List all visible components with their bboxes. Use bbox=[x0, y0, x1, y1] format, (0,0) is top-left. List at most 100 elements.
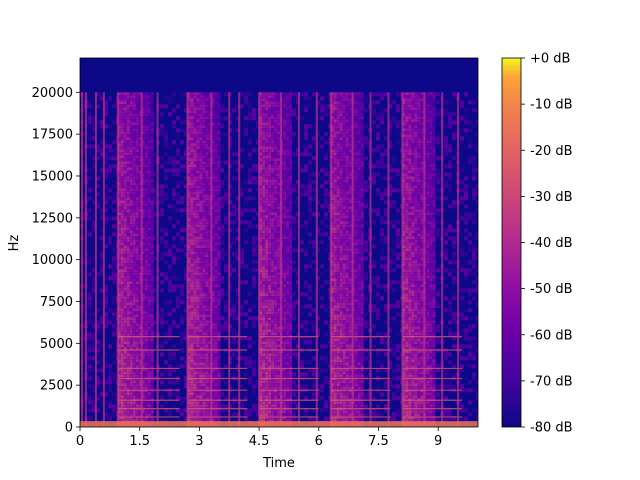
segment-cell bbox=[135, 257, 139, 261]
noise-cell bbox=[244, 116, 248, 121]
segment-cell bbox=[123, 95, 127, 99]
segment-cell bbox=[120, 326, 124, 330]
noise-cell bbox=[376, 132, 380, 137]
noise-cell bbox=[172, 216, 176, 221]
segment-cell bbox=[132, 257, 136, 261]
segment-cell bbox=[123, 92, 127, 96]
noise-cell bbox=[376, 332, 380, 337]
noise-cell bbox=[468, 120, 472, 125]
segment-cell bbox=[132, 404, 136, 408]
noise-cell bbox=[240, 164, 244, 169]
segment-cell bbox=[117, 320, 121, 324]
noise-cell bbox=[320, 168, 324, 173]
noise-cell bbox=[244, 196, 248, 201]
noise-cell bbox=[448, 228, 452, 233]
segment-cell bbox=[126, 110, 130, 114]
noise-cell bbox=[160, 380, 164, 385]
noise-cell bbox=[452, 268, 456, 273]
noise-cell bbox=[476, 276, 478, 281]
noise-cell bbox=[300, 416, 304, 421]
noise-cell bbox=[468, 172, 472, 177]
noise-cell bbox=[160, 212, 164, 217]
noise-cell bbox=[100, 116, 104, 121]
segment-cell bbox=[126, 269, 130, 273]
segment-cell bbox=[123, 191, 127, 195]
noise-cell bbox=[92, 120, 96, 125]
noise-cell bbox=[472, 320, 476, 325]
noise-cell bbox=[316, 116, 320, 121]
noise-cell bbox=[108, 320, 112, 325]
noise-cell bbox=[292, 228, 296, 233]
noise-cell bbox=[152, 392, 156, 397]
segment-cell bbox=[123, 149, 127, 153]
noise-cell bbox=[300, 324, 304, 329]
segment-cell bbox=[129, 302, 133, 306]
noise-cell bbox=[292, 300, 296, 305]
noise-cell bbox=[384, 352, 388, 357]
noise-cell bbox=[100, 308, 104, 313]
noise-cell bbox=[372, 312, 376, 317]
noise-cell bbox=[244, 296, 248, 301]
noise-cell bbox=[376, 416, 380, 421]
noise-cell bbox=[380, 332, 384, 337]
segment-cell bbox=[120, 92, 124, 96]
noise-cell bbox=[160, 324, 164, 329]
noise-cell bbox=[220, 300, 224, 305]
noise-cell bbox=[112, 376, 116, 381]
segment-cell bbox=[126, 332, 130, 336]
noise-cell bbox=[308, 172, 312, 177]
noise-cell bbox=[160, 340, 164, 345]
segment-cell bbox=[120, 305, 124, 309]
noise-cell bbox=[180, 248, 184, 253]
noise-cell bbox=[184, 196, 188, 201]
noise-cell bbox=[452, 332, 456, 337]
noise-cell bbox=[172, 160, 176, 165]
noise-cell bbox=[316, 212, 320, 217]
noise-cell bbox=[168, 300, 172, 305]
noise-cell bbox=[160, 228, 164, 233]
noise-cell bbox=[252, 272, 256, 277]
noise-cell bbox=[464, 392, 468, 397]
segment-cell bbox=[123, 122, 127, 126]
segment-cell bbox=[138, 155, 142, 159]
segment-cell bbox=[123, 416, 127, 420]
noise-cell bbox=[100, 256, 104, 261]
noise-cell bbox=[304, 308, 308, 313]
noise-cell bbox=[256, 176, 260, 181]
noise-cell bbox=[316, 312, 320, 317]
noise-cell bbox=[324, 168, 328, 173]
noise-cell bbox=[152, 160, 156, 165]
noise-cell bbox=[396, 384, 400, 389]
segment-cell bbox=[117, 110, 121, 114]
noise-cell bbox=[224, 380, 228, 385]
noise-cell bbox=[372, 220, 376, 225]
noise-cell bbox=[320, 408, 324, 413]
segment-cell bbox=[132, 260, 136, 264]
noise-cell bbox=[448, 380, 452, 385]
segment-cell bbox=[126, 395, 130, 399]
segment-cell bbox=[132, 362, 136, 366]
segment-cell bbox=[117, 242, 121, 246]
noise-cell bbox=[96, 320, 100, 325]
segment-cell bbox=[132, 131, 136, 135]
noise-cell bbox=[320, 100, 324, 105]
segment-cell bbox=[120, 230, 124, 234]
segment-cell bbox=[120, 158, 124, 162]
noise-cell bbox=[220, 144, 224, 149]
segment-cell bbox=[129, 419, 133, 423]
noise-cell bbox=[164, 372, 168, 377]
noise-cell bbox=[108, 400, 112, 405]
segment-cell bbox=[117, 206, 121, 210]
noise-cell bbox=[220, 148, 224, 153]
noise-cell bbox=[252, 388, 256, 393]
noise-cell bbox=[476, 348, 478, 353]
noise-cell bbox=[476, 184, 478, 189]
noise-cell bbox=[248, 316, 252, 321]
noise-cell bbox=[160, 256, 164, 261]
noise-cell bbox=[384, 108, 388, 113]
segment-cell bbox=[138, 248, 142, 252]
noise-cell bbox=[152, 116, 156, 121]
noise-cell bbox=[184, 364, 188, 369]
noise-cell bbox=[252, 364, 256, 369]
noise-cell bbox=[364, 168, 368, 173]
